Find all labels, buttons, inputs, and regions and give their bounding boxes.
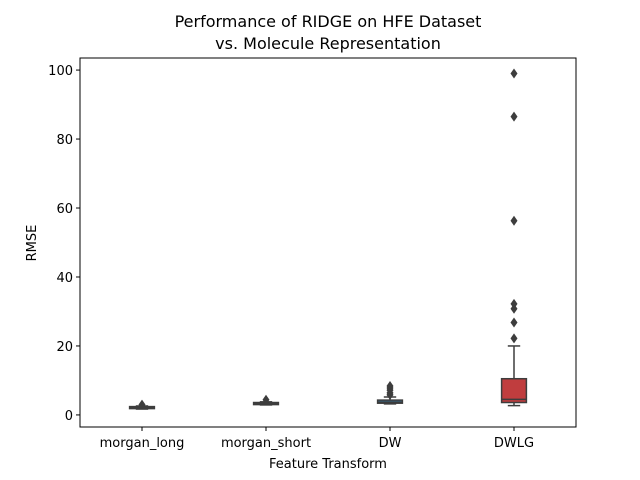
outlier-point [262, 394, 270, 405]
tick-layer: 0 20 40 60 80 100 morgan_long morgan_short DW DWL… [48, 64, 534, 451]
x-tick-label: morgan_long [100, 436, 185, 451]
plot-frame [79, 57, 577, 428]
outlier-point [138, 399, 146, 410]
outlier-point [510, 111, 518, 122]
outlier-point [510, 333, 518, 344]
box-group-morgan_long [128, 399, 156, 410]
y-tick-label: 20 [56, 340, 73, 355]
chart-title-line-1: Performance of RIDGE on HFE Dataset [175, 12, 482, 31]
box-group-DWLG [500, 68, 528, 407]
outlier-point [510, 317, 518, 328]
y-tick-label: 60 [56, 202, 73, 217]
box-DWLG [500, 377, 528, 404]
y-tick-label: 0 [65, 409, 73, 424]
outlier-point [386, 380, 394, 391]
x-tick-label: DW [379, 436, 402, 451]
box-group-morgan_short [252, 394, 280, 406]
box-layer [128, 68, 528, 410]
outlier-point [510, 298, 518, 309]
y-tick-label: 100 [48, 64, 73, 79]
outlier-point [510, 68, 518, 79]
y-tick-label: 40 [56, 271, 73, 286]
outlier-point [510, 215, 518, 226]
y-axis-label: RMSE [25, 225, 40, 262]
x-axis-label: Feature Transform [269, 457, 387, 472]
chart-title-line-2: vs. Molecule Representation [215, 34, 441, 53]
x-tick-label: morgan_short [221, 436, 311, 451]
x-tick-label: DWLG [494, 436, 534, 451]
y-tick-label: 80 [56, 133, 73, 148]
box-group-DW [376, 380, 404, 405]
